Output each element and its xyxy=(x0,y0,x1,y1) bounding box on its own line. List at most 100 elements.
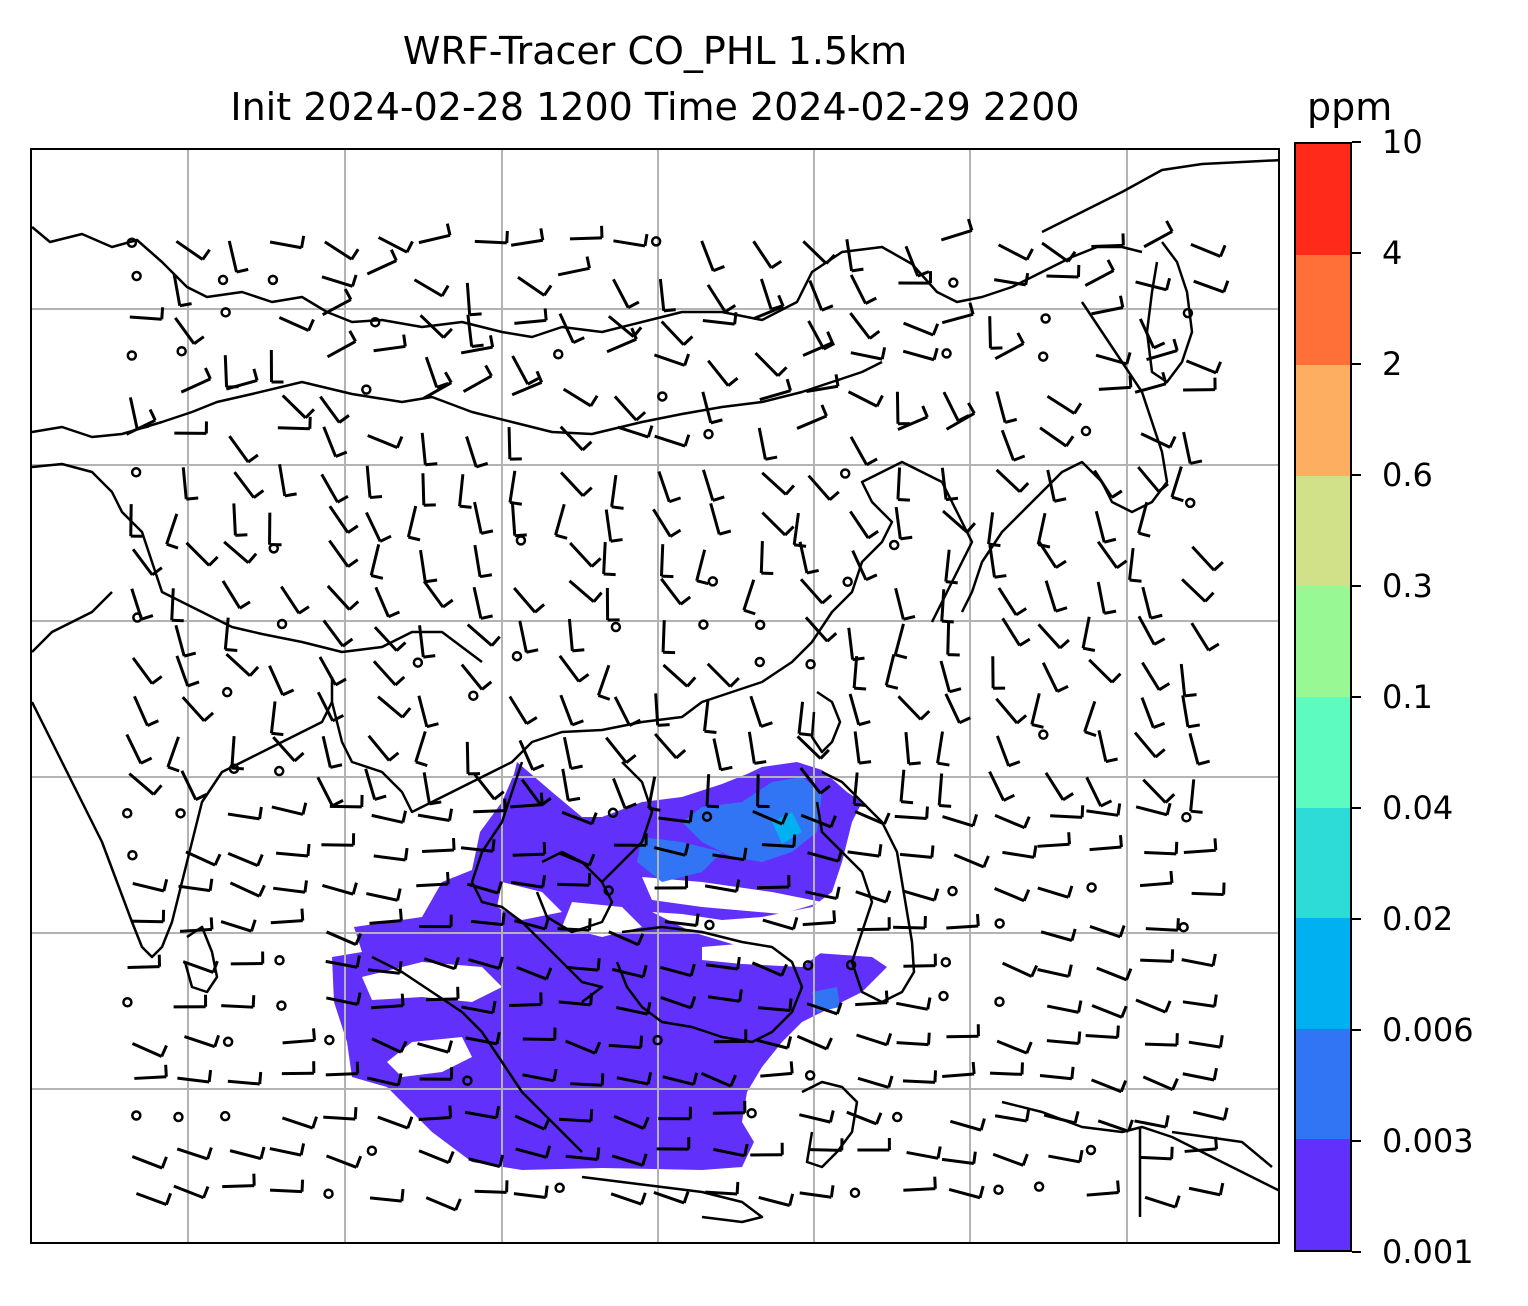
wind-barb-flag xyxy=(1110,672,1122,684)
wind-barb-flag xyxy=(311,1116,318,1129)
wind-barb-flag xyxy=(1032,845,1038,858)
wind-barb-shaft xyxy=(941,1157,974,1166)
wind-barb-shaft xyxy=(613,239,646,248)
wind-barb-shaft xyxy=(760,1071,793,1078)
wind-barb-shaft xyxy=(936,731,944,764)
wind-barb-shaft xyxy=(1181,695,1190,728)
wind-barb-shaft xyxy=(367,734,391,762)
wind-barb-shaft xyxy=(473,544,482,577)
wind-barb-flag xyxy=(718,529,732,536)
wind-barb-shaft xyxy=(1182,1072,1215,1082)
wind-barb-flag xyxy=(404,847,409,861)
wind-barb-flag xyxy=(1023,816,1031,829)
wind-barb-shaft xyxy=(1137,501,1149,534)
wind-barb-shaft xyxy=(460,663,484,691)
wind-barb-shaft xyxy=(271,805,304,816)
colorbar-tick-label: 4 xyxy=(1382,234,1403,272)
wind-barb-shaft xyxy=(1145,927,1178,932)
wind-barb-shaft xyxy=(228,435,250,463)
wind-barb-flag xyxy=(204,367,212,380)
calm-wind-circle xyxy=(849,1187,861,1199)
wind-barb-shaft xyxy=(558,654,581,683)
wind-barb-shaft xyxy=(853,731,861,764)
wind-barb-shaft xyxy=(854,810,886,826)
wind-barb-shaft xyxy=(178,884,211,893)
wind-barb-flag xyxy=(398,961,403,974)
wind-barb-flag xyxy=(1025,1041,1033,1054)
calm-wind-circle xyxy=(754,619,766,631)
wind-barb-flag xyxy=(611,505,624,510)
wind-barb-shaft xyxy=(846,1110,878,1126)
wind-barb-shaft xyxy=(1134,382,1167,394)
wind-barb-flag xyxy=(572,648,585,653)
wind-barb-shaft xyxy=(417,695,429,728)
wind-barb-shaft xyxy=(424,356,439,388)
wind-barb-flag xyxy=(724,304,737,314)
wind-barb-flag xyxy=(1213,838,1218,851)
wind-barb-shaft xyxy=(321,843,354,847)
wind-barb-shaft xyxy=(700,240,715,272)
wind-barb-flag xyxy=(972,1151,977,1164)
wind-barb-flag xyxy=(408,535,421,542)
wind-barb-shaft xyxy=(517,275,546,297)
wind-barb-flag xyxy=(338,414,350,424)
wind-barb-shaft xyxy=(426,997,459,1002)
wind-barb-flag xyxy=(976,913,980,927)
wind-barb-shaft xyxy=(662,663,689,688)
wind-barb-shaft xyxy=(797,701,805,734)
wind-barb-shaft xyxy=(570,1082,603,1087)
wind-barb-flag xyxy=(1120,1005,1128,1018)
wind-barb-flag xyxy=(446,871,450,885)
wind-barb-shaft xyxy=(176,1147,209,1161)
wind-barb-shaft xyxy=(1094,510,1106,543)
wind-barb-shaft xyxy=(1040,930,1073,942)
wind-barb-flag xyxy=(1077,1031,1082,1044)
wind-barb-shaft xyxy=(223,617,230,650)
wind-barb-flag xyxy=(930,845,935,858)
wind-barb-shaft xyxy=(1193,279,1225,294)
wind-barb-flag xyxy=(792,834,797,847)
map-panel[interactable] xyxy=(30,148,1280,1244)
wind-barb-flag xyxy=(1154,748,1166,759)
wind-barb-flag xyxy=(445,223,452,236)
wind-barb-flag xyxy=(1176,918,1180,931)
wind-barb-shaft xyxy=(757,1006,791,1013)
map-title-line-1: WRF-Tracer CO_PHL 1.5km xyxy=(402,29,908,73)
wind-barb-flag xyxy=(480,614,493,620)
wind-barb-shaft xyxy=(997,243,1028,261)
wind-barb-shaft xyxy=(1096,581,1106,614)
wind-barb-shaft xyxy=(1192,1110,1225,1121)
wind-barb-flag xyxy=(425,578,438,584)
wind-barb-flag xyxy=(207,1069,213,1083)
wind-barb-shaft xyxy=(225,652,251,677)
wind-barb-shaft xyxy=(377,236,408,254)
calm-wind-circle xyxy=(131,270,142,282)
wind-barb-shaft xyxy=(371,813,404,824)
wind-barb-flag xyxy=(535,370,544,383)
wind-barb-shaft xyxy=(508,695,528,725)
wind-barb-flag xyxy=(1158,682,1171,692)
malay-peninsula xyxy=(470,761,604,1003)
wind-barb-shaft xyxy=(613,1114,645,1130)
wind-barb-flag xyxy=(1025,1108,1031,1122)
wind-barb-shaft xyxy=(515,1147,547,1159)
wind-barb-shaft xyxy=(131,1155,163,1170)
wind-barb-flag xyxy=(936,1146,942,1159)
wind-barb-shaft xyxy=(706,662,732,688)
wind-barb-flag xyxy=(696,579,709,586)
wind-barb-flag xyxy=(858,760,872,765)
wind-barb-flag xyxy=(686,676,697,688)
wind-barb-flag xyxy=(1024,272,1030,286)
colorbar-tick-label: 0.1 xyxy=(1382,678,1433,716)
wind-barb-flag xyxy=(447,1151,455,1164)
wind-barb-flag xyxy=(484,364,493,377)
wind-barb-flag xyxy=(727,377,739,387)
wind-barb-flag xyxy=(370,574,384,580)
wind-barb-shaft xyxy=(326,340,357,359)
wind-barb-flag xyxy=(164,1064,168,1077)
wind-barb-flag xyxy=(1153,637,1166,646)
wind-barb-flag xyxy=(597,694,611,701)
wind-barb-flag xyxy=(312,1028,316,1041)
wind-barb-shaft xyxy=(1037,886,1069,899)
wind-barb-shaft xyxy=(809,1148,842,1152)
